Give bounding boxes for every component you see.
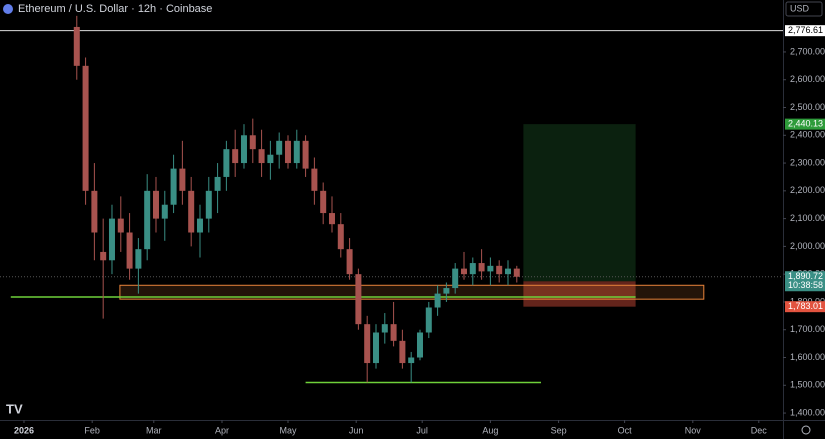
candle-body xyxy=(399,340,406,364)
y-tick-label: 2,000.00 xyxy=(790,241,825,251)
top-price-label: 2,776.61 xyxy=(788,25,823,35)
target-label-bg xyxy=(785,118,825,130)
candle-body xyxy=(188,190,195,233)
chart-title: Ethereum / U.S. Dollar · 12h · Coinbase xyxy=(18,3,212,15)
candle-body xyxy=(355,274,362,325)
target-label: 2,440.13 xyxy=(788,119,823,129)
eth-icon xyxy=(3,4,13,14)
candle-body xyxy=(311,168,318,191)
candle-body xyxy=(408,357,415,364)
x-tick-label: Mar xyxy=(146,425,162,435)
candle-body xyxy=(284,140,291,164)
candle-body xyxy=(258,149,265,164)
candle-body xyxy=(346,249,353,275)
x-tick-label: 2026 xyxy=(14,425,34,435)
candle-body xyxy=(487,265,494,272)
candle-body xyxy=(372,332,379,364)
candle-body xyxy=(161,204,168,219)
countdown: 10:38:58 xyxy=(788,280,823,290)
x-tick-label: Feb xyxy=(84,425,100,435)
candle-body xyxy=(196,218,203,233)
candle-body xyxy=(179,168,186,191)
x-tick-label: Apr xyxy=(215,425,229,435)
candle-body xyxy=(293,140,300,164)
y-tick-label: 1,400.00 xyxy=(790,407,825,417)
candle-body xyxy=(249,135,256,150)
candle-body xyxy=(135,249,142,269)
stop-label: 1,783.01 xyxy=(788,301,823,311)
candle-body xyxy=(232,149,239,164)
candle-body xyxy=(434,293,441,308)
x-tick-label: Jun xyxy=(349,425,364,435)
x-tick-label: Jul xyxy=(416,425,428,435)
currency[interactable]: USD xyxy=(790,3,810,13)
x-tick-label: Nov xyxy=(685,425,702,435)
candle-body xyxy=(381,324,388,333)
candle-body xyxy=(513,268,520,277)
candle-body xyxy=(240,135,247,164)
x-tick-label: Oct xyxy=(618,425,633,435)
y-tick-label: 2,200.00 xyxy=(790,185,825,195)
currency-button[interactable] xyxy=(785,1,823,17)
candle-body xyxy=(460,268,467,275)
y-tick-label: 2,300.00 xyxy=(790,157,825,167)
candle-body xyxy=(82,65,89,191)
x-tick-label: Dec xyxy=(751,425,768,435)
last-price-bg xyxy=(785,271,825,292)
candle-body xyxy=(328,213,335,225)
candle-body xyxy=(91,190,98,233)
candle-body xyxy=(205,190,212,219)
candle-body xyxy=(126,232,133,269)
candle-body xyxy=(337,224,344,250)
settings-icon[interactable] xyxy=(801,425,811,435)
target-zone xyxy=(523,124,636,282)
candle-body xyxy=(144,190,151,250)
candle-body xyxy=(100,251,107,261)
x-tick-label: May xyxy=(279,425,297,435)
candle-body xyxy=(276,140,283,155)
y-tick-label: 1,500.00 xyxy=(790,380,825,390)
x-tick-label: Sep xyxy=(551,425,567,435)
y-tick-label: 1,600.00 xyxy=(790,352,825,362)
candle-body xyxy=(170,168,177,205)
y-tick-label: 2,100.00 xyxy=(790,213,825,223)
candle-body xyxy=(214,176,221,191)
candle-body xyxy=(117,218,124,233)
logo: TV xyxy=(6,401,23,416)
x-tick-label: Aug xyxy=(482,425,498,435)
candle-body xyxy=(364,324,371,364)
candle-body xyxy=(478,263,485,272)
candle-body xyxy=(223,149,230,177)
candle-body xyxy=(452,268,459,289)
candle-body xyxy=(152,190,159,219)
top-price-label-bg xyxy=(785,25,825,37)
y-tick-label: 2,700.00 xyxy=(790,46,825,56)
candle-body xyxy=(320,190,327,214)
candle-body xyxy=(73,26,80,66)
stop-label-bg xyxy=(785,301,825,313)
candle-body xyxy=(469,263,476,275)
y-tick-label: 2,400.00 xyxy=(790,130,825,140)
support-zone xyxy=(119,284,705,300)
candle-body xyxy=(267,154,274,164)
candle-body xyxy=(425,307,432,333)
candle-body xyxy=(443,288,450,294)
candle-body xyxy=(302,140,309,169)
candle-body xyxy=(416,332,423,358)
y-tick-label: 2,500.00 xyxy=(790,102,825,112)
candle-body xyxy=(496,265,503,275)
y-tick-label: 2,600.00 xyxy=(790,74,825,84)
last-price-label: 1,890.72 xyxy=(788,271,823,281)
candle-body xyxy=(390,324,397,341)
candle-body xyxy=(108,218,115,261)
y-tick-label: 1,700.00 xyxy=(790,324,825,334)
candle-body xyxy=(504,268,511,275)
